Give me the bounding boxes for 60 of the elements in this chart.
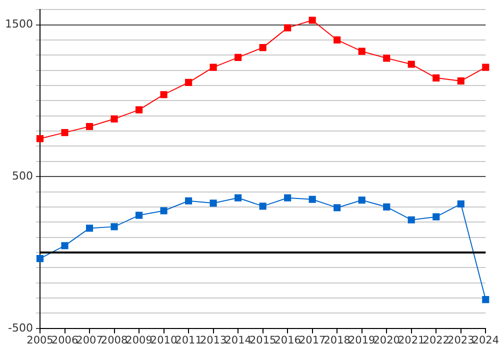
point <box>210 64 217 71</box>
x-tick-label: 2024 <box>472 334 500 346</box>
point <box>160 91 168 98</box>
x-tick-label: 2022 <box>422 334 450 346</box>
point <box>358 196 366 204</box>
point <box>110 223 118 230</box>
point <box>482 296 490 304</box>
x-tick-label: 2008 <box>100 334 128 346</box>
point <box>358 48 366 55</box>
point <box>160 207 168 214</box>
x-tick-label: 2019 <box>348 334 376 346</box>
x-tick-label: 2009 <box>126 334 152 346</box>
point <box>110 115 118 122</box>
point <box>234 54 242 61</box>
point <box>185 78 192 86</box>
x-tick-label: 2023 <box>448 334 474 346</box>
x-tick-label: 2013 <box>200 334 227 346</box>
point <box>334 36 341 44</box>
point <box>383 54 390 62</box>
point <box>234 194 242 202</box>
point <box>432 74 440 82</box>
x-tick-label: 2016 <box>274 334 302 346</box>
y-tick-label: -500 <box>8 321 33 334</box>
y-tick-label: 500 <box>12 169 33 182</box>
point <box>408 216 415 224</box>
point <box>408 60 415 68</box>
x-tick-label: 2017 <box>298 334 326 346</box>
point <box>259 202 266 210</box>
point <box>334 204 341 212</box>
point <box>308 16 316 24</box>
x-tick-label: 2018 <box>324 334 350 346</box>
point <box>61 242 68 250</box>
x-tick-label: 2014 <box>224 334 252 346</box>
x-tick-label: 2020 <box>373 334 400 346</box>
point <box>36 135 44 142</box>
x-tick-label: 2006 <box>51 334 78 346</box>
point <box>432 213 440 220</box>
x-tick-label: 2005 <box>26 334 54 346</box>
point <box>457 200 464 208</box>
point <box>86 224 94 232</box>
x-tick-label: 2010 <box>150 334 178 346</box>
point <box>135 106 143 114</box>
y-tick-label: 1500 <box>5 18 33 31</box>
point <box>308 196 316 203</box>
x-tick-label: 2007 <box>76 334 103 346</box>
point <box>36 255 44 262</box>
x-tick-label: 2015 <box>249 334 276 346</box>
point <box>482 64 490 71</box>
point <box>259 44 266 52</box>
point <box>284 194 292 202</box>
point <box>383 203 390 210</box>
x-tick-label: 2021 <box>398 334 425 346</box>
point <box>284 24 292 32</box>
point <box>86 122 94 130</box>
point <box>457 77 464 84</box>
point <box>61 129 68 136</box>
point <box>210 200 217 207</box>
point <box>185 197 192 204</box>
x-tick-label: 2011 <box>175 334 202 346</box>
point <box>135 212 143 219</box>
